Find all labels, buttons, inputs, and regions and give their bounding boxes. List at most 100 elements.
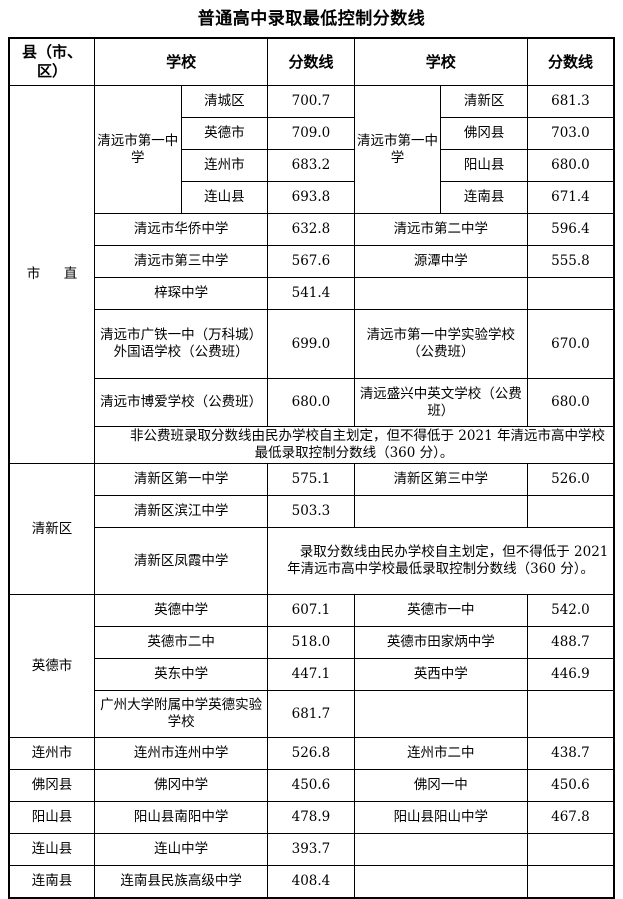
school-right: 清新区第三中学 [353, 463, 528, 496]
school-left: 清新区凤霞中学 [93, 527, 269, 595]
table-row: 英德市二中 518.0 英德市田家炳中学 488.7 [9, 626, 615, 659]
score-left: 681.7 [267, 690, 355, 738]
score-right: 670.0 [526, 309, 615, 379]
school-sub-left: 清城区 [180, 85, 269, 118]
score-left: 567.6 [267, 245, 355, 278]
table-row: 英东中学 447.1 英西中学 446.9 [9, 658, 615, 691]
table-row: 连山县 693.8 连南县 671.4 [9, 181, 615, 214]
school-sub-right: 佛冈县 [440, 117, 528, 150]
county-cell-yingdeshi: 英德市 [8, 594, 95, 738]
score-left: 450.6 [267, 769, 355, 802]
school-left: 英德中学 [93, 594, 269, 627]
score-right: 438.7 [526, 737, 615, 770]
score-left: 709.0 [267, 117, 355, 150]
county-cell-qingxinqu: 清新区 [8, 463, 95, 595]
table-body: 市 直 清远市第一中学 清城区 700.7 清远市第一中学 清新区 681.3 … [8, 85, 615, 899]
score-left: 526.8 [267, 737, 355, 770]
school-left: 阳山县南阳中学 [93, 801, 269, 834]
school-right: 佛冈一中 [353, 769, 528, 802]
school-right: 清远市第二中学 [353, 213, 528, 246]
school-left: 佛冈中学 [93, 769, 269, 802]
score-right: 450.6 [526, 769, 615, 802]
school-left: 连山中学 [93, 833, 269, 866]
school-left: 清远市博爱学校（公费班） [93, 378, 269, 427]
table-row: 梓琛中学 541.4 [9, 277, 615, 310]
header-school-left: 学校 [93, 37, 269, 86]
page-title: 普通高中录取最低控制分数线 [197, 9, 426, 29]
score-left: 408.4 [267, 865, 355, 899]
score-right-empty [526, 495, 615, 528]
header-score-left: 分数线 [267, 37, 355, 86]
score-right: 542.0 [526, 594, 615, 627]
school-right: 英德市田家炳中学 [353, 626, 528, 659]
school-sub-left: 连山县 [180, 181, 269, 214]
table-row: 清新区 清新区第一中学 575.1 清新区第三中学 526.0 [8, 463, 615, 595]
school-right-empty [353, 865, 528, 899]
table-row: 连山县 连山中学 393.7 [8, 833, 615, 866]
school-right-empty [353, 833, 528, 866]
school-left: 英德市二中 [93, 626, 269, 659]
school-left: 连南县民族高级中学 [93, 865, 269, 899]
score-left: 478.9 [267, 801, 355, 834]
school-right: 英西中学 [353, 658, 528, 691]
score-right-empty [526, 865, 615, 899]
school-right: 连州市二中 [353, 737, 528, 770]
table-row: 清远市华侨中学 632.8 清远市第二中学 596.4 [9, 213, 615, 246]
school-merged-left: 清远市第一中学 [94, 85, 182, 214]
school-sub-left: 连州市 [180, 149, 269, 182]
county-cell-lianshanxian: 连山县 [8, 833, 95, 866]
admission-score-table: 县（市、区） 学校 分数线 学校 分数线 市 直 清远市第一中学 清城区 700… [8, 37, 615, 899]
county-cell-shizhi: 市 直 [8, 85, 95, 464]
table-row: 清远市广铁一中（万科城）外国语学校（公费班） 699.0 清远市第一中学实验学校… [9, 309, 615, 379]
score-left: 607.1 [267, 594, 355, 627]
score-left: 683.2 [267, 149, 355, 182]
table-row: 佛冈县 佛冈中学 450.6 佛冈一中 450.6 [8, 769, 615, 802]
score-right-empty [526, 690, 615, 738]
score-right-empty [526, 277, 615, 310]
school-left: 清新区滨江中学 [93, 495, 269, 528]
school-left: 清远市第三中学 [93, 245, 269, 278]
score-right: 703.0 [526, 117, 615, 150]
score-right: 555.8 [526, 245, 615, 278]
score-right: 680.0 [526, 378, 615, 427]
county-cell-yangshanxian: 阳山县 [8, 801, 95, 834]
school-left: 梓琛中学 [93, 277, 269, 310]
score-right: 488.7 [526, 626, 615, 659]
school-left: 连州市连州中学 [93, 737, 269, 770]
score-right: 467.8 [526, 801, 615, 834]
school-right: 英德市一中 [353, 594, 528, 627]
county-cell-liannanxian: 连南县 [8, 865, 95, 899]
school-right-empty [353, 495, 528, 528]
school-right: 清远市第一中学实验学校（公费班） [353, 309, 528, 379]
school-right: 清远盛兴中英文学校（公费班） [353, 378, 528, 427]
school-sub-right: 清新区 [440, 85, 528, 118]
school-right-empty [353, 690, 528, 738]
table-row: 英德市 英德中学 607.1 英德市一中 542.0 [8, 594, 615, 738]
school-left: 清新区第一中学 [93, 463, 269, 496]
school-left: 清远市华侨中学 [93, 213, 269, 246]
school-left: 广州大学附属中学英德实验学校 [93, 690, 269, 738]
score-right: 671.4 [526, 181, 615, 214]
county-cell-lianzhoushi: 连州市 [8, 737, 95, 770]
school-sub-right: 阳山县 [440, 149, 528, 182]
score-left: 700.7 [267, 85, 355, 118]
table-header: 县（市、区） 学校 分数线 学校 分数线 [8, 37, 615, 86]
table-row: 阳山县 阳山县南阳中学 478.9 阳山县阳山中学 467.8 [8, 801, 615, 834]
section-note-shizhi: 非公费班录取分数线由民办学校自主划定，但不得低于 2021 年清远市高中学校最低… [94, 426, 615, 464]
score-left: 541.4 [267, 277, 355, 310]
score-left: 575.1 [267, 463, 355, 496]
score-right: 680.0 [526, 149, 615, 182]
score-left: 518.0 [267, 626, 355, 659]
table-row: 连南县 连南县民族高级中学 408.4 [8, 865, 615, 899]
table-row: 广州大学附属中学英德实验学校 681.7 [9, 690, 615, 738]
school-sub-right: 连南县 [440, 181, 528, 214]
school-left: 英东中学 [93, 658, 269, 691]
table-row: 连州市 连州市连州中学 526.8 连州市二中 438.7 [8, 737, 615, 770]
section-note-qingxinqu: 录取分数线由民办学校自主划定，但不得低于 2021 年清远市高中学校最低录取控制… [267, 527, 615, 595]
table-row: 市 直 清远市第一中学 清城区 700.7 清远市第一中学 清新区 681.3 [8, 85, 615, 464]
table-row: 英德市 709.0 佛冈县 703.0 [9, 117, 615, 150]
score-right: 526.0 [526, 463, 615, 496]
header-score-right: 分数线 [526, 37, 615, 86]
table-row: 连州市 683.2 阳山县 680.0 [9, 149, 615, 182]
score-left: 680.0 [267, 378, 355, 427]
